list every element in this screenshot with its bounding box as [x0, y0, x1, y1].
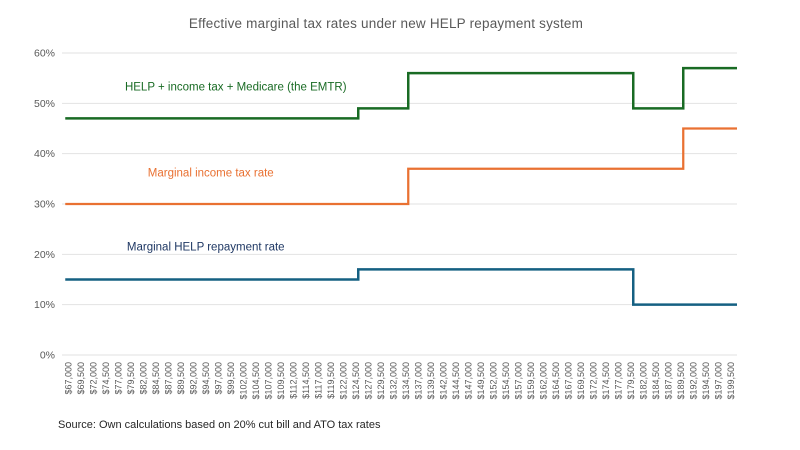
x-axis-label: $189,500 — [676, 362, 686, 400]
x-axis-label: $192,000 — [688, 362, 698, 400]
x-axis-label: $132,000 — [388, 362, 398, 400]
x-axis-label: $142,000 — [438, 362, 448, 400]
x-axis-label: $194,500 — [701, 362, 711, 400]
x-axis-label: $69,500 — [76, 362, 86, 395]
series-line-1 — [65, 127, 737, 206]
x-axis-label: $117,000 — [313, 362, 323, 399]
x-axis-label: $87,000 — [163, 362, 173, 395]
y-axis-label: 60% — [34, 48, 55, 60]
x-axis-label: $144,500 — [451, 362, 461, 400]
y-axis-label: 40% — [34, 148, 55, 160]
x-axis-label: $114,500 — [301, 362, 311, 399]
x-axis-label: $177,000 — [613, 362, 623, 400]
x-axis-label: $154,500 — [501, 362, 511, 400]
x-axis-label: $104,500 — [251, 362, 261, 400]
x-axis-label: $72,000 — [88, 362, 98, 395]
series-line-0 — [65, 66, 737, 120]
y-axis-label: 0% — [40, 350, 55, 362]
x-axis-label: $79,500 — [126, 362, 136, 395]
y-axis-label: 20% — [34, 249, 55, 261]
series-label-1: Marginal income tax rate — [148, 167, 274, 179]
x-axis-label: $67,000 — [63, 362, 73, 395]
x-axis-label: $137,000 — [413, 362, 423, 400]
x-axis-label: $77,000 — [113, 362, 123, 395]
x-axis-label: $94,500 — [201, 362, 211, 395]
x-axis-label: $139,500 — [426, 362, 436, 400]
series-label-2: Marginal HELP repayment rate — [127, 241, 285, 253]
x-axis-label: $179,500 — [626, 362, 636, 400]
x-axis-label: $112,000 — [288, 362, 298, 399]
x-axis-label: $197,000 — [713, 362, 723, 400]
x-axis-label: $107,000 — [263, 362, 273, 400]
x-axis-label: $97,000 — [213, 362, 223, 395]
x-axis-label: $109,500 — [276, 362, 286, 400]
y-axis-label: 10% — [34, 299, 55, 311]
x-axis-label: $119,500 — [326, 362, 336, 399]
series-line-2 — [65, 268, 737, 306]
y-axis-label: 30% — [34, 199, 55, 211]
series-label-0: HELP + income tax + Medicare (the EMTR) — [125, 82, 347, 94]
x-axis-label: $167,000 — [563, 362, 573, 400]
chart-title: Effective marginal tax rates under new H… — [188, 16, 584, 31]
x-axis-label: $82,000 — [138, 362, 148, 395]
x-axis-label: $152,000 — [488, 362, 498, 400]
x-axis-label: $187,000 — [663, 362, 673, 400]
x-axis-label: $102,000 — [238, 362, 248, 400]
x-axis-label: $162,000 — [538, 362, 548, 400]
x-axis-label: $129,500 — [376, 362, 386, 400]
x-axis-label: $172,000 — [588, 362, 598, 400]
x-axis-label: $74,500 — [101, 362, 111, 395]
x-axis-label: $169,500 — [576, 362, 586, 400]
x-axis-label: $199,500 — [726, 362, 736, 400]
x-axis-label: $182,000 — [638, 362, 648, 400]
x-axis-label: $164,500 — [551, 362, 561, 400]
x-axis-label: $174,500 — [601, 362, 611, 400]
x-axis-label: $99,500 — [226, 362, 236, 395]
y-axis-label: 50% — [34, 98, 55, 110]
x-axis-label: $92,000 — [188, 362, 198, 395]
x-axis-label: $124,500 — [351, 362, 361, 400]
x-axis-label: $147,000 — [463, 362, 473, 400]
x-axis-label: $159,500 — [526, 362, 536, 400]
x-axis-label: $89,500 — [176, 362, 186, 395]
x-axis-label: $149,500 — [476, 362, 486, 400]
x-axis-label: $157,000 — [513, 362, 523, 400]
x-axis-label: $184,500 — [651, 362, 661, 400]
x-axis-label: $127,000 — [363, 362, 373, 400]
x-axis-label: $122,000 — [338, 362, 348, 400]
x-axis-label: $84,500 — [151, 362, 161, 395]
source-note: Source: Own calculations based on 20% cu… — [58, 419, 381, 431]
x-axis-label: $134,500 — [401, 362, 411, 400]
